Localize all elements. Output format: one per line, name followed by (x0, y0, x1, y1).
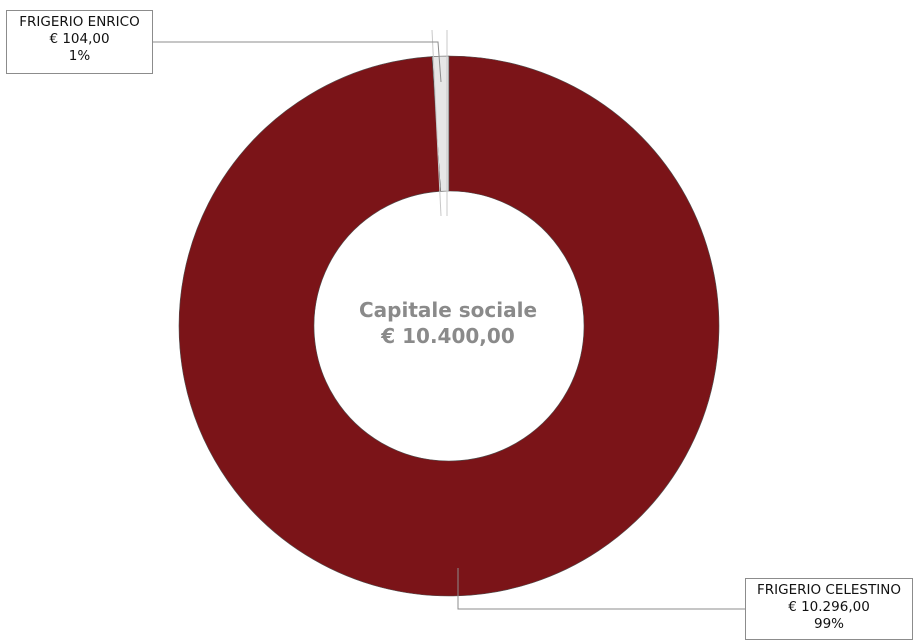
leader-line-frigerio-enrico (153, 41, 442, 83)
label-leader-lines (153, 29, 745, 610)
slice-percent: 99% (813, 616, 844, 632)
slice-guide-line (431, 29, 442, 217)
center-title: Capitale sociale (358, 298, 538, 322)
donut-slice-frigerio-celestino (178, 55, 720, 597)
slice-value: € 104,00 (49, 31, 110, 47)
slice-percent: 1% (68, 48, 91, 64)
donut-center-label: Capitale sociale € 10.400,00 (313, 297, 583, 349)
slice-name: FRIGERIO CELESTINO (757, 582, 901, 598)
slice-label-frigerio-enrico: FRIGERIO ENRICO € 104,00 1% (6, 10, 153, 74)
slice-label-frigerio-celestino: FRIGERIO CELESTINO € 10.296,00 99% (745, 578, 913, 640)
slice-name: FRIGERIO ENRICO (19, 14, 140, 30)
leader-line-frigerio-celestino (457, 568, 745, 610)
slice-value: € 10.296,00 (788, 599, 870, 615)
donut-slices (178, 55, 720, 597)
center-value: € 10.400,00 (381, 324, 515, 348)
